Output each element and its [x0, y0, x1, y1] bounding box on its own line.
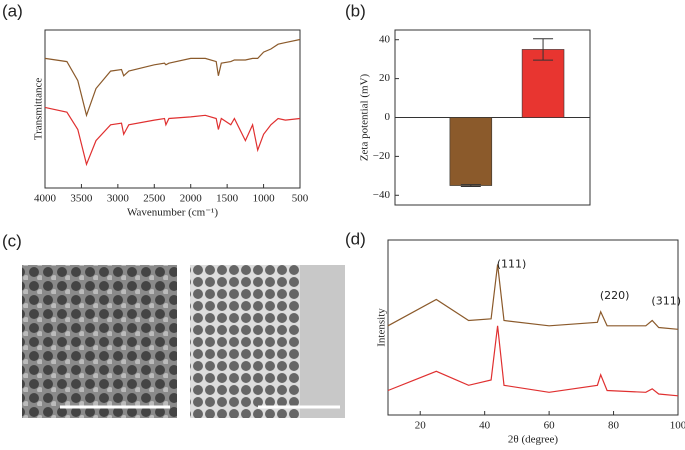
x-tick-label: 2500 — [143, 193, 166, 205]
panel-label: (a) — [2, 1, 23, 20]
y-tick-label: 40 — [379, 33, 391, 45]
bar — [449, 117, 493, 186]
error-bar — [460, 184, 481, 188]
y-tick-label: 0 — [385, 111, 391, 123]
y-axis-label: Intensity — [376, 308, 388, 347]
x-tick-label: 60 — [544, 420, 556, 432]
x-tick-label: 80 — [608, 420, 620, 432]
x-tick-label: 3500 — [70, 193, 93, 205]
x-tick-label: 500 — [292, 193, 309, 205]
panel-label: (d) — [345, 229, 366, 248]
y-tick-label: −20 — [373, 150, 391, 162]
y-tick-label: −40 — [373, 189, 391, 201]
plot-frame — [44, 29, 301, 189]
tem-images: (c) — [2, 231, 345, 418]
chart-panel: (a) Wavenumber (cm⁻¹) Transmittance 4000 350… — [2, 1, 309, 218]
chart-panel: (b) Zeta potential (mV) −40 −20 0 20 40 — [345, 1, 591, 206]
x-tick-label: 1500 — [216, 193, 239, 205]
y-tick-label: 20 — [379, 72, 391, 84]
data-line — [387, 325, 679, 397]
tem-image — [22, 265, 177, 418]
x-tick-label: 40 — [479, 420, 491, 432]
data-line — [44, 38, 301, 118]
plot-frame — [387, 239, 679, 416]
tem-particles — [190, 265, 300, 418]
data-line — [387, 264, 679, 330]
error-bar — [533, 38, 554, 61]
peak-label: (220) — [600, 289, 630, 302]
x-tick-label: 4000 — [34, 193, 57, 205]
x-tick-label: 100 — [670, 420, 685, 432]
bar — [521, 49, 565, 118]
panel-label: (b) — [345, 1, 366, 20]
x-axis-label: 2θ (degree) — [508, 434, 558, 446]
x-tick-label: 3000 — [107, 193, 130, 205]
chart-panel: (d) 2θ (degree) Intensity 20 40 60 80 100 (111) (… — [345, 229, 685, 445]
y-axis-label: Zeta potential (mV) — [359, 73, 371, 161]
x-tick-label: 1000 — [253, 193, 276, 205]
data-line — [44, 106, 301, 167]
x-tick-label: 20 — [415, 420, 427, 432]
peak-label: (111) — [497, 258, 527, 271]
peak-label: (311) — [651, 294, 681, 307]
panel-label: (c) — [2, 231, 22, 250]
y-axis-label: Transmittance — [33, 78, 45, 141]
x-axis-label: Wavenumber (cm⁻¹) — [127, 207, 218, 219]
x-tick-label: 2000 — [180, 193, 203, 205]
